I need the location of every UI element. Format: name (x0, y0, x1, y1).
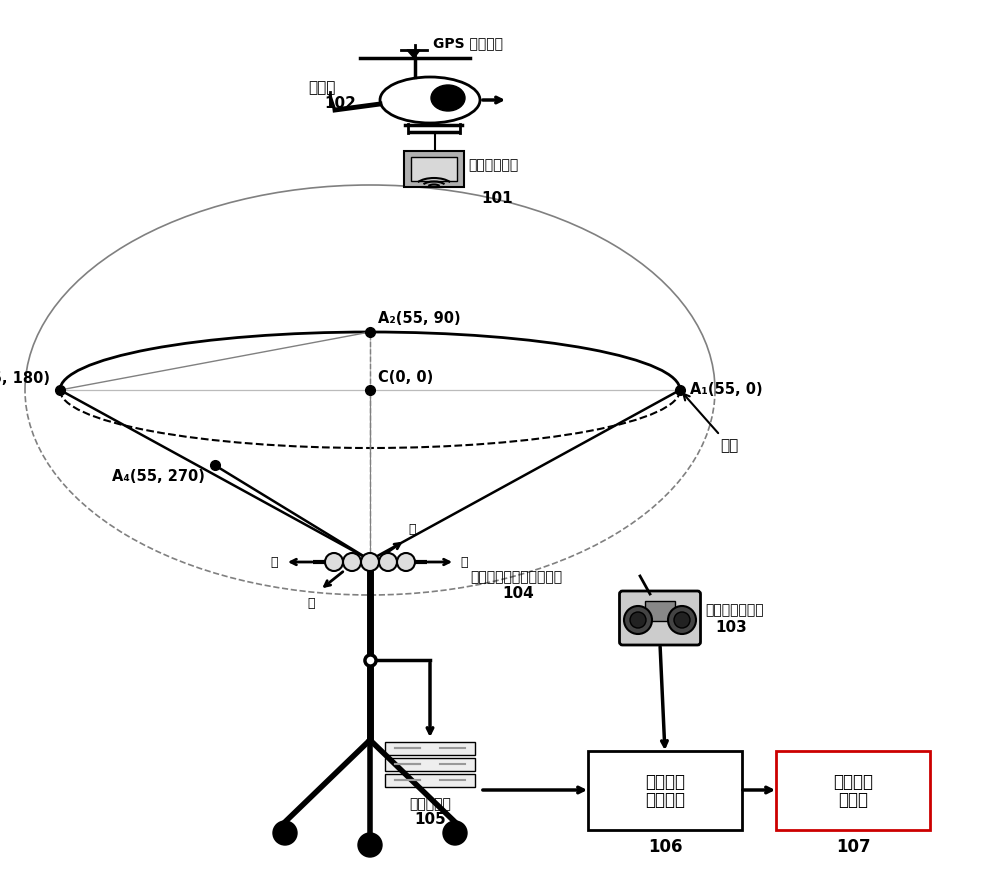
Text: 102: 102 (324, 96, 356, 111)
Text: 105: 105 (414, 812, 446, 827)
Circle shape (624, 606, 652, 634)
FancyBboxPatch shape (645, 601, 675, 621)
Circle shape (630, 612, 646, 628)
Text: 地面发射终端: 地面发射终端 (468, 158, 518, 172)
FancyBboxPatch shape (411, 157, 457, 181)
Circle shape (674, 612, 690, 628)
Text: 处理设备: 处理设备 (645, 791, 685, 810)
FancyBboxPatch shape (385, 774, 475, 787)
Circle shape (325, 553, 343, 571)
Circle shape (443, 821, 467, 845)
Text: 位置: 位置 (683, 394, 738, 453)
Text: 104: 104 (502, 586, 534, 601)
Text: 无人机遥控设备: 无人机遥控设备 (705, 603, 764, 617)
FancyBboxPatch shape (385, 758, 475, 771)
Text: 后端处理: 后端处理 (833, 774, 873, 791)
Ellipse shape (380, 77, 480, 123)
Circle shape (668, 606, 696, 634)
Ellipse shape (431, 85, 465, 111)
FancyBboxPatch shape (776, 751, 930, 830)
FancyBboxPatch shape (588, 751, 742, 830)
Circle shape (273, 821, 297, 845)
Text: 103: 103 (715, 621, 747, 636)
Text: 东: 东 (308, 597, 315, 610)
Text: 106: 106 (648, 838, 682, 856)
Circle shape (397, 553, 415, 571)
Text: A₂(55, 90): A₂(55, 90) (378, 311, 461, 326)
Text: 计算机: 计算机 (838, 791, 868, 810)
Text: 北: 北 (460, 556, 468, 569)
FancyBboxPatch shape (385, 742, 475, 755)
Text: 101: 101 (481, 191, 513, 206)
Text: A₁(55, 0): A₁(55, 0) (690, 383, 763, 398)
Text: A₄(55, 270): A₄(55, 270) (112, 469, 205, 484)
Text: 南: 南 (270, 556, 278, 569)
Circle shape (361, 553, 379, 571)
Text: 星载数字多波束接收天线: 星载数字多波束接收天线 (470, 570, 562, 584)
Text: 西: 西 (408, 523, 416, 536)
Text: GPS 接收天线: GPS 接收天线 (433, 36, 503, 50)
Circle shape (358, 833, 382, 857)
Circle shape (379, 553, 397, 571)
FancyBboxPatch shape (404, 151, 464, 187)
Text: 星载接收机: 星载接收机 (409, 797, 451, 811)
Text: 无人机: 无人机 (308, 80, 336, 95)
Text: 地面综合: 地面综合 (645, 774, 685, 791)
Circle shape (343, 553, 361, 571)
Text: C(0, 0): C(0, 0) (378, 370, 433, 385)
Text: 107: 107 (836, 838, 870, 856)
Text: A₃(55, 180): A₃(55, 180) (0, 371, 50, 386)
FancyBboxPatch shape (620, 591, 700, 645)
Polygon shape (407, 50, 420, 58)
